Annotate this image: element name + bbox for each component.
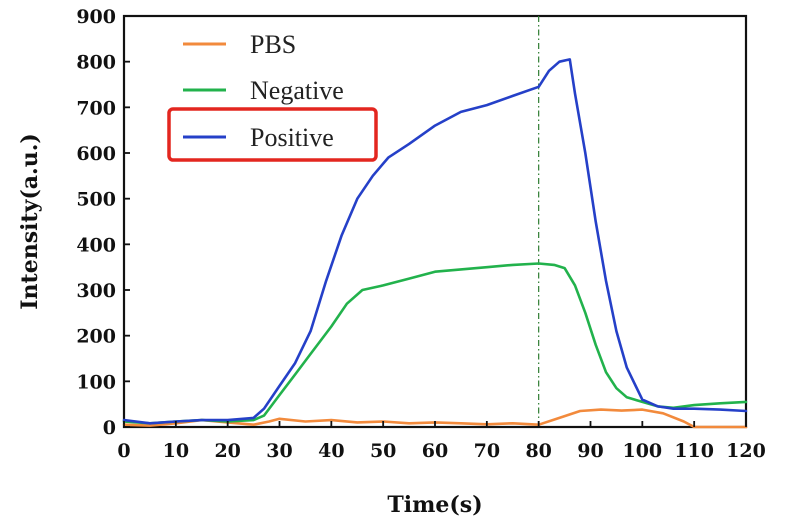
- series-line-positive: [122, 58, 748, 425]
- plot-area: [122, 14, 748, 429]
- y-tick-label: 200: [76, 326, 116, 348]
- x-tick-label: 120: [726, 440, 766, 462]
- y-tick-label: 100: [76, 371, 116, 393]
- y-tick-label: 300: [76, 280, 116, 302]
- plot-frame: [122, 14, 748, 429]
- x-tick-label: 30: [266, 440, 292, 462]
- y-tick-label: 900: [76, 6, 116, 28]
- x-tick-label: 20: [214, 440, 240, 462]
- x-tick-label: 0: [117, 440, 130, 462]
- x-tick-label: 110: [674, 440, 714, 462]
- y-tick-label: 500: [76, 189, 116, 211]
- highlight-box: [167, 107, 378, 162]
- series-lines: [122, 58, 748, 429]
- y-tick-label: 400: [76, 234, 116, 256]
- y-axis-title: Intensity(a.u.): [17, 133, 43, 310]
- legend-label-pbs: PBS: [250, 30, 296, 59]
- axes: 0 10 20 30 40 50 60 70 80 90 100 110 120 0 100 200 300 40…: [76, 6, 766, 462]
- x-tick-label: 60: [422, 440, 448, 462]
- y-tick-label: 600: [76, 143, 116, 165]
- x-tick-label: 70: [474, 440, 500, 462]
- x-tick-label: 100: [622, 440, 662, 462]
- x-tick-label: 40: [318, 440, 344, 462]
- x-tick-label: 90: [577, 440, 603, 462]
- legend-label-negative: Negative: [250, 76, 344, 105]
- series-line-negative: [122, 262, 748, 425]
- legend-label-positive: Positive: [250, 123, 334, 152]
- x-axis-title: Time(s): [387, 492, 482, 518]
- y-tick-label: 700: [76, 97, 116, 119]
- y-tick-label: 0: [103, 417, 116, 439]
- legend: PBS Negative Positive: [167, 30, 378, 162]
- x-tick-label: 10: [163, 440, 189, 462]
- y-tick-label: 800: [76, 52, 116, 74]
- series-line-pbs: [122, 408, 748, 429]
- x-tick-label: 50: [370, 440, 396, 462]
- x-tick-label: 80: [525, 440, 551, 462]
